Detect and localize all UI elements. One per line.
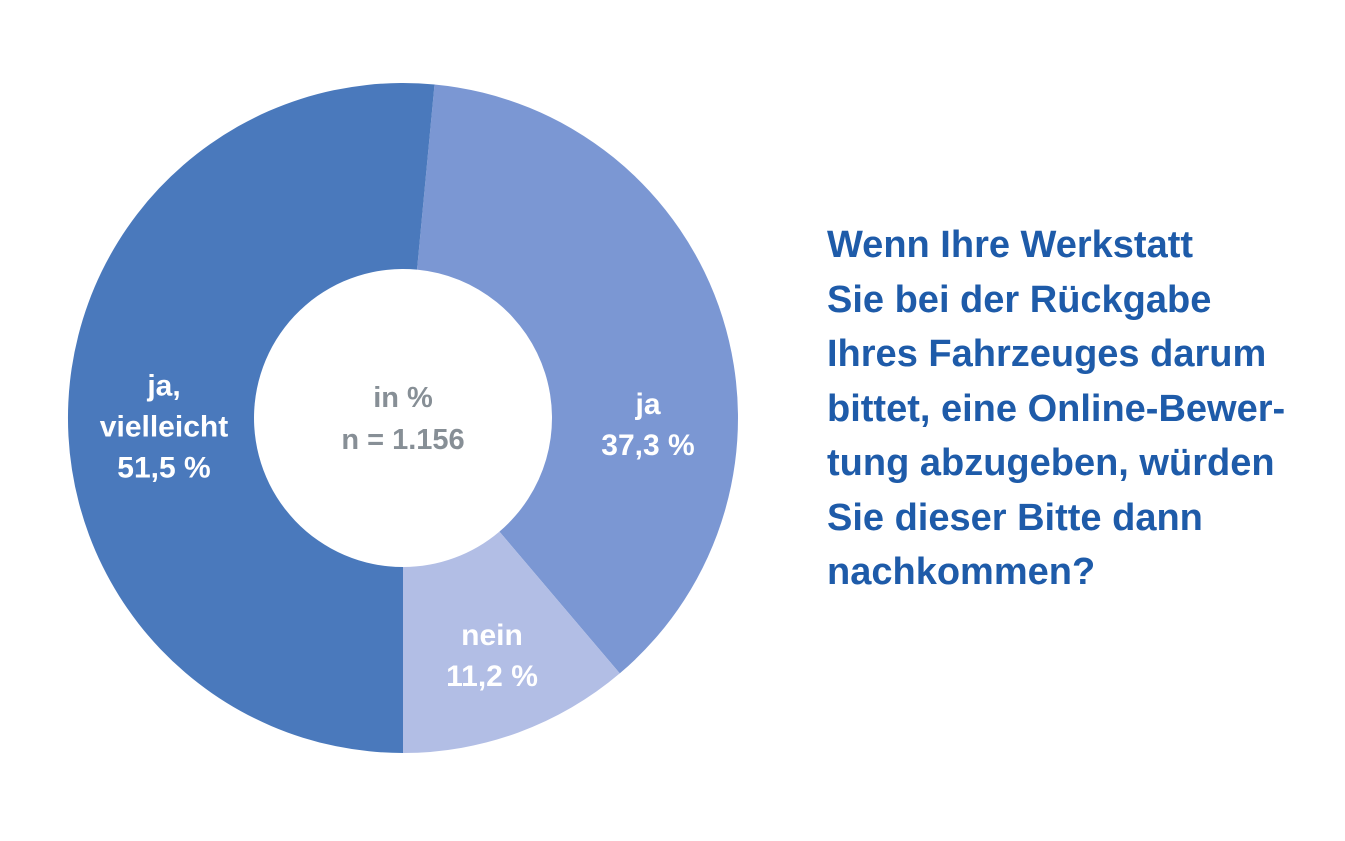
donut-segment-ja-vielleicht <box>67 83 435 754</box>
question-line: Sie dieser Bitte dann <box>827 496 1203 539</box>
donut-center-note: in % n = 1.156 <box>341 377 464 461</box>
segment-label-ja: ja 37,3 % <box>601 384 694 466</box>
segment-value: 11,2 % <box>446 660 538 693</box>
question-line: Ihres Fahrzeuges darum <box>827 333 1267 375</box>
segment-value: 51,5 % <box>117 451 211 485</box>
segment-label-ja-vielleicht: ja, vielleicht 51,5 % <box>100 366 228 489</box>
segment-label-nein: nein 11,2 % <box>446 615 538 697</box>
center-note-unit: in % <box>373 382 433 414</box>
donut-segment-nein <box>403 531 620 753</box>
question-line: bittet, eine Online-Bewer- <box>827 387 1286 430</box>
question-line: Sie bei der Rückgabe <box>827 278 1212 321</box>
center-note-sample-size: n = 1.156 <box>341 424 465 456</box>
segment-name: nein <box>461 619 523 652</box>
question-line: nachkommen? <box>827 551 1096 593</box>
question-line: Wenn Ihre Werkstatt <box>827 224 1194 266</box>
segment-name: ja, <box>147 369 181 403</box>
segment-name: vielleicht <box>99 410 229 444</box>
segment-name: ja <box>635 388 661 421</box>
survey-question: Wenn Ihre Werkstatt Sie bei der Rückgabe… <box>827 218 1285 600</box>
donut-segment-ja <box>417 84 738 674</box>
segment-value: 37,3 % <box>601 429 695 462</box>
question-line: tung abzugeben, würden <box>827 442 1275 484</box>
